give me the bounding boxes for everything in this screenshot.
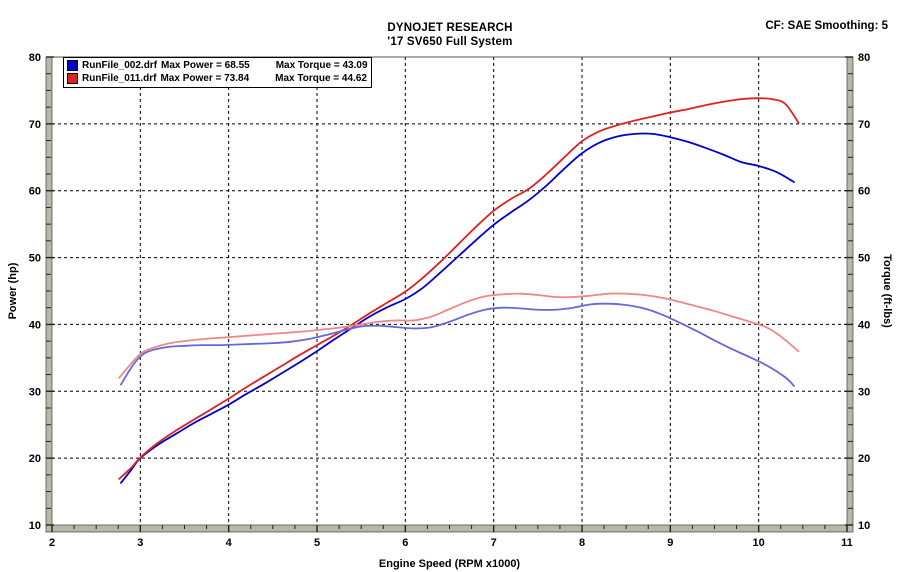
data-series-layer (118, 97, 800, 484)
page-title: DYNOJET RESEARCH (387, 22, 513, 34)
grid-lines (52, 57, 847, 525)
y-tick-label-left: 60 (29, 186, 41, 198)
x-tick-label: 5 (314, 537, 320, 549)
y-tick-label-right: 50 (858, 253, 870, 265)
y-tick-label-left: 70 (29, 119, 41, 131)
legend-swatch-run1 (67, 60, 78, 71)
correction-factor-info: CF: SAE Smoothing: 5 (765, 20, 888, 32)
series-line (120, 302, 795, 387)
x-tick-label: 11 (841, 537, 853, 549)
legend-item: RunFile_011.drf Max Power = 73.84 Max To… (67, 72, 368, 85)
x-tick-label: 8 (579, 537, 585, 549)
legend-item: RunFile_002.drf Max Power = 68.55 Max To… (67, 59, 368, 72)
y-tick-label-right: 20 (858, 453, 870, 465)
x-tick-label: 3 (137, 537, 143, 549)
x-axis-title: Engine Speed (RPM x1000) (379, 558, 521, 570)
x-tick-label: 2 (49, 537, 55, 549)
y-tick-label-right: 30 (858, 386, 870, 398)
x-tick-label: 7 (491, 537, 497, 549)
series-line (120, 132, 795, 484)
y-tick-label-right: 60 (858, 186, 870, 198)
y-tick-label-left: 30 (29, 386, 41, 398)
y-axis-title-right: Torque (ft-lbs) (881, 254, 893, 328)
y-tick-label-right: 10 (858, 520, 870, 532)
chart-legend: RunFile_002.drf Max Power = 68.55 Max To… (63, 57, 372, 88)
legend-swatch-run2 (67, 73, 78, 84)
legend-run-name: RunFile_011.drf (82, 73, 157, 84)
y-tick-label-right: 40 (858, 319, 870, 331)
y-tick-label-left: 10 (29, 520, 41, 532)
y-tick-label-left: 20 (29, 453, 41, 465)
page-subtitle: '17 SV650 Full System (387, 36, 513, 48)
series-line (118, 292, 800, 379)
axis-titles: Engine Speed (RPM x1000) Power (hp) Torque… (7, 254, 893, 570)
x-tick-label: 6 (402, 537, 408, 549)
y-tick-label-left: 50 (29, 253, 41, 265)
y-tick-label-right: 70 (858, 119, 870, 131)
tick-labels: 10 20 30 40 50 60 70 80 10 20 30 40 50 60 70 80 2 3 4 5 6 7 8 9… (29, 52, 871, 549)
y-tick-label-right: 80 (858, 52, 870, 64)
legend-run-name: RunFile_002.drf (82, 60, 158, 71)
series-line (118, 97, 800, 480)
x-tick-label: 9 (667, 537, 673, 549)
x-tick-label: 4 (226, 537, 233, 549)
y-axis-title-left: Power (hp) (7, 262, 19, 319)
legend-max-power: Max Power = 68.55 (161, 60, 250, 71)
legend-max-torque: Max Torque = 43.09 (275, 60, 368, 71)
y-tick-label-left: 40 (29, 319, 41, 331)
x-tick-label: 10 (753, 537, 765, 549)
legend-max-torque: Max Torque = 44.62 (275, 73, 367, 84)
legend-max-power: Max Power = 73.84 (160, 73, 250, 84)
y-tick-label-left: 80 (29, 52, 41, 64)
